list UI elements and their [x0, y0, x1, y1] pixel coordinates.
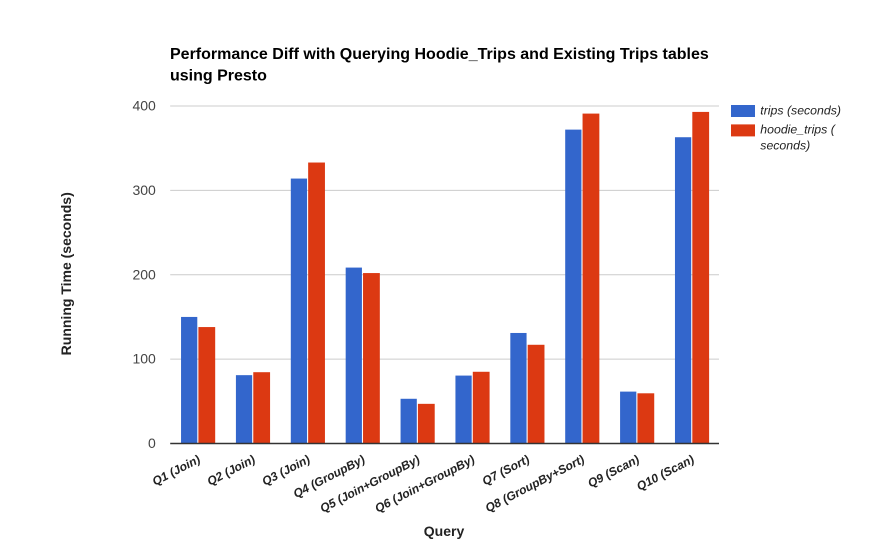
svg-text:trips (seconds): trips (seconds) [760, 104, 841, 118]
svg-text:100: 100 [132, 351, 156, 367]
svg-text:hoodie_trips (: hoodie_trips ( [760, 123, 836, 137]
svg-text:200: 200 [132, 266, 156, 282]
svg-text:Query: Query [424, 523, 465, 539]
svg-text:Running Time (seconds): Running Time (seconds) [58, 192, 74, 355]
svg-text:0: 0 [148, 435, 156, 451]
svg-text:Performance Diff with Querying: Performance Diff with Querying Hoodie_Tr… [170, 46, 709, 63]
svg-text:400: 400 [132, 98, 156, 114]
svg-text:using Presto: using Presto [170, 67, 267, 84]
svg-text:seconds): seconds) [760, 138, 810, 152]
svg-text:300: 300 [132, 182, 156, 198]
